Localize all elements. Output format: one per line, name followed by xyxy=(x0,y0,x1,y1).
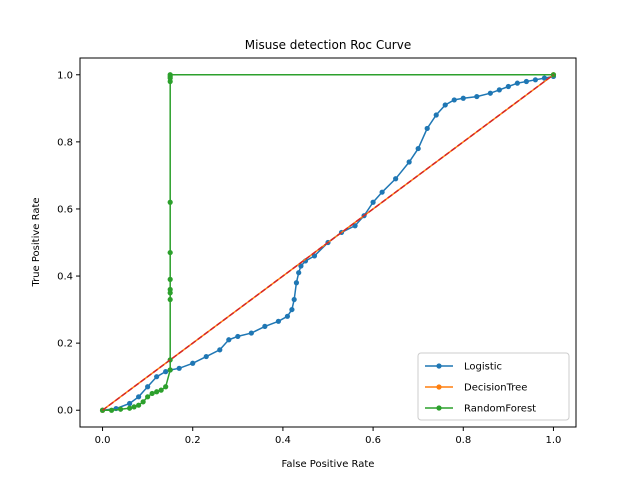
y-axis-label: True Positive Rate xyxy=(31,197,42,287)
data-point-randomforest xyxy=(127,405,133,411)
data-point-logistic xyxy=(291,296,297,303)
legend-label-decisiontree: DecisionTree xyxy=(464,383,527,394)
x-tick-label: 0.6 xyxy=(365,435,381,446)
data-point-logistic xyxy=(262,323,268,329)
data-point-randomforest xyxy=(167,286,173,293)
data-point-logistic xyxy=(460,95,466,101)
y-tick-label: 0.0 xyxy=(57,406,73,417)
data-point-logistic xyxy=(424,125,430,132)
y-tick-label: 0.6 xyxy=(57,204,73,215)
data-point-randomforest xyxy=(163,384,169,390)
data-point-randomforest xyxy=(140,399,146,405)
reference-diagonal-line xyxy=(102,74,554,411)
data-point-logistic xyxy=(127,400,133,407)
y-tick-label: 0.4 xyxy=(57,272,73,283)
data-point-randomforest xyxy=(108,407,115,413)
data-point-logistic xyxy=(136,394,142,400)
data-point-randomforest xyxy=(167,249,173,256)
data-point-logistic xyxy=(496,87,502,93)
y-tick-label: 0.8 xyxy=(57,137,73,148)
data-point-logistic xyxy=(296,270,302,276)
data-point-randomforest xyxy=(158,387,164,393)
y-axis-ticks: 0.0 0.2 0.4 0.6 0.8 1.0 xyxy=(57,70,80,417)
plot-area xyxy=(99,72,557,413)
legend: Logistic DecisionTree RandomForest xyxy=(417,352,570,421)
data-point-logistic xyxy=(523,78,530,85)
data-point-logistic xyxy=(145,384,151,390)
data-point-randomforest xyxy=(167,276,173,282)
data-point-logistic xyxy=(190,360,196,366)
legend-label-logistic: Logistic xyxy=(464,362,502,373)
data-point-logistic xyxy=(442,102,448,108)
data-point-logistic xyxy=(289,306,295,313)
data-point-logistic xyxy=(541,75,548,81)
data-point-logistic xyxy=(226,337,232,343)
legend-label-randomforest: RandomForest xyxy=(464,404,536,415)
data-point-logistic xyxy=(284,313,291,319)
data-point-randomforest xyxy=(550,72,557,78)
x-axis-label: False Positive Rate xyxy=(282,459,375,470)
x-tick-label: 0.0 xyxy=(95,435,111,446)
data-point-logistic xyxy=(487,90,493,96)
data-point-logistic xyxy=(298,263,304,269)
legend-swatch-marker xyxy=(436,384,442,390)
data-point-logistic xyxy=(311,253,318,259)
axes-frame xyxy=(79,57,577,428)
data-point-logistic xyxy=(474,93,480,100)
x-tick-label: 1.0 xyxy=(546,435,562,446)
y-tick-label: 1.0 xyxy=(57,70,73,81)
legend-swatch-marker xyxy=(436,405,442,411)
data-point-logistic xyxy=(248,330,254,336)
data-point-logistic xyxy=(352,223,358,229)
data-point-logistic xyxy=(293,280,300,286)
data-point-randomforest xyxy=(149,390,155,397)
data-point-logistic xyxy=(379,189,385,195)
data-point-logistic xyxy=(163,369,169,375)
data-point-randomforest xyxy=(167,296,173,303)
data-point-logistic xyxy=(154,374,160,380)
chart-title: Misuse detection Roc Curve xyxy=(245,38,411,52)
data-point-randomforest xyxy=(167,72,173,78)
data-point-randomforest xyxy=(117,406,124,412)
data-point-logistic xyxy=(275,318,281,324)
data-point-logistic xyxy=(514,80,520,86)
data-point-logistic xyxy=(203,353,209,360)
data-point-randomforest xyxy=(167,199,173,205)
data-point-logistic xyxy=(406,159,412,165)
data-point-logistic xyxy=(451,97,457,103)
x-tick-label: 0.8 xyxy=(455,435,471,446)
data-point-randomforest xyxy=(167,367,173,373)
data-point-randomforest xyxy=(145,394,151,400)
data-point-logistic xyxy=(433,112,439,118)
data-point-logistic xyxy=(393,176,399,182)
data-point-logistic xyxy=(415,145,421,152)
data-point-logistic xyxy=(176,365,182,371)
data-point-logistic xyxy=(370,199,376,205)
data-point-randomforest xyxy=(136,402,142,408)
data-point-logistic xyxy=(217,347,223,353)
data-point-randomforest xyxy=(131,404,137,410)
legend-swatch-marker xyxy=(436,363,442,369)
x-tick-label: 0.2 xyxy=(185,435,201,446)
x-tick-label: 0.4 xyxy=(275,435,291,446)
legend-box xyxy=(417,352,570,421)
data-point-logistic xyxy=(505,83,511,90)
data-point-randomforest xyxy=(154,389,160,395)
data-point-logistic xyxy=(532,77,539,83)
x-axis-ticks: 0.0 0.2 0.4 0.6 0.8 1.0 xyxy=(95,427,562,446)
data-point-logistic xyxy=(235,333,241,340)
y-tick-label: 0.2 xyxy=(57,339,73,350)
